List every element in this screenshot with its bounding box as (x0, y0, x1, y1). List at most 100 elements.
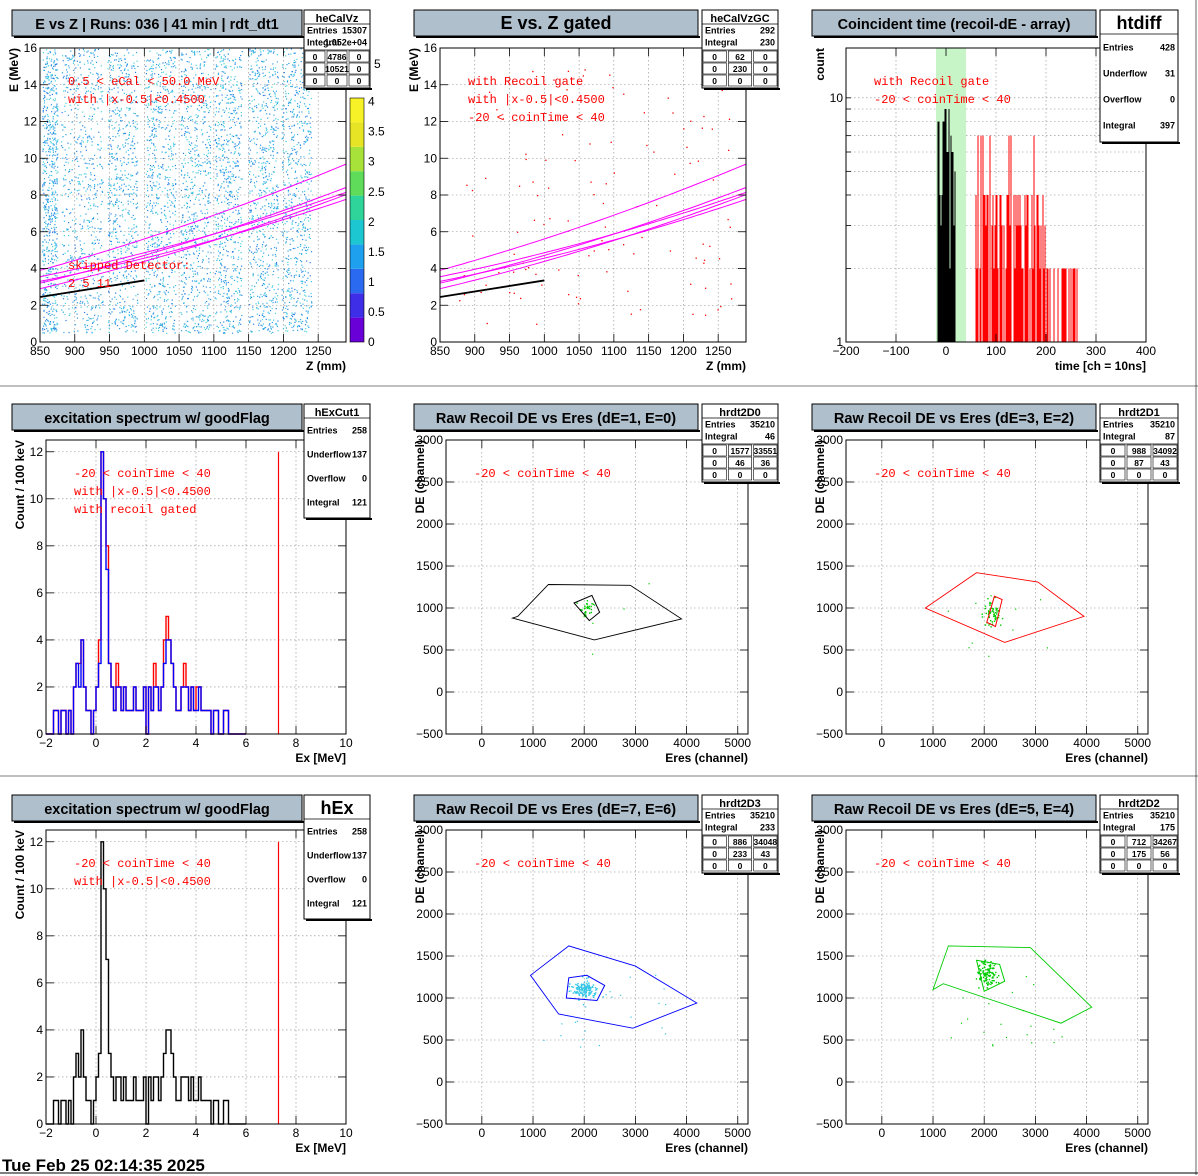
data-point (290, 82, 291, 83)
data-point (173, 144, 174, 145)
data-point (182, 281, 183, 282)
data-point (120, 160, 121, 161)
data-point (118, 61, 119, 62)
data-point (295, 275, 296, 276)
data-point (263, 152, 264, 153)
data-point (175, 165, 176, 166)
data-point (193, 220, 194, 221)
data-point (97, 324, 98, 325)
data-point (256, 65, 257, 66)
data-point (264, 316, 265, 317)
data-point (276, 324, 277, 325)
data-point (283, 307, 284, 308)
data-point (83, 221, 84, 222)
data-point (126, 186, 127, 187)
data-point (183, 183, 184, 184)
data-point (251, 316, 252, 317)
data-point (172, 328, 173, 329)
data-point (108, 221, 109, 222)
data-point (127, 330, 128, 331)
data-point (51, 250, 52, 251)
data-point (120, 58, 121, 59)
data-point (44, 106, 45, 107)
data-point (45, 151, 46, 152)
data-point (262, 106, 263, 107)
data-point (55, 247, 56, 248)
data-point (204, 154, 205, 155)
data-point (194, 305, 195, 306)
data-point (233, 258, 234, 259)
data-point (45, 261, 46, 262)
data-point (259, 67, 260, 68)
data-point (175, 211, 176, 212)
data-point (274, 199, 275, 200)
data-point (300, 164, 301, 165)
data-point (277, 54, 278, 55)
data-point (207, 159, 208, 160)
data-point (183, 167, 184, 168)
data-point (162, 49, 163, 50)
data-point (55, 324, 56, 325)
data-point (131, 228, 132, 229)
data-point (130, 174, 131, 175)
data-point (56, 142, 57, 143)
data-point (256, 121, 257, 122)
data-point (276, 293, 277, 294)
data-point (91, 186, 92, 187)
data-point (166, 300, 167, 301)
data-point (249, 174, 250, 175)
data-point (295, 257, 296, 258)
data-point (242, 241, 243, 242)
data-point (240, 269, 241, 270)
data-point (204, 51, 205, 52)
data-point (226, 134, 227, 135)
data-point (88, 320, 89, 321)
data-point (170, 237, 171, 238)
data-point (305, 240, 306, 241)
data-point (229, 182, 230, 183)
data-point (216, 298, 217, 299)
data-point (286, 241, 287, 242)
data-point (221, 80, 222, 81)
data-point (258, 325, 259, 326)
data-point (121, 177, 122, 178)
data-point (239, 155, 240, 156)
data-point (70, 133, 71, 134)
data-point (224, 172, 225, 173)
data-point (231, 86, 232, 87)
data-point (275, 67, 276, 68)
data-point (262, 92, 263, 93)
data-point (67, 229, 68, 230)
data-point (195, 247, 196, 248)
data-point (283, 105, 284, 106)
data-point (270, 326, 271, 327)
data-point (267, 187, 268, 188)
data-point (49, 313, 50, 314)
data-point (148, 293, 149, 294)
data-point (137, 181, 138, 182)
data-point (113, 273, 114, 274)
data-point (150, 211, 151, 212)
data-point (241, 67, 242, 68)
data-point (151, 230, 152, 231)
data-point (168, 239, 169, 240)
data-point (256, 88, 257, 89)
data-point (66, 78, 67, 79)
data-point (45, 292, 46, 293)
data-point (87, 60, 88, 61)
data-point (238, 257, 239, 258)
data-point (109, 126, 110, 127)
data-point (292, 224, 293, 225)
data-point (265, 69, 266, 70)
data-point (146, 174, 147, 175)
data-point (93, 163, 94, 164)
data-point (226, 282, 227, 283)
data-point (127, 70, 128, 71)
data-point (54, 317, 55, 318)
data-point (256, 204, 257, 205)
data-point (218, 143, 219, 144)
data-point (188, 226, 189, 227)
data-point (272, 300, 273, 301)
data-point (219, 253, 220, 254)
data-point (197, 272, 198, 273)
